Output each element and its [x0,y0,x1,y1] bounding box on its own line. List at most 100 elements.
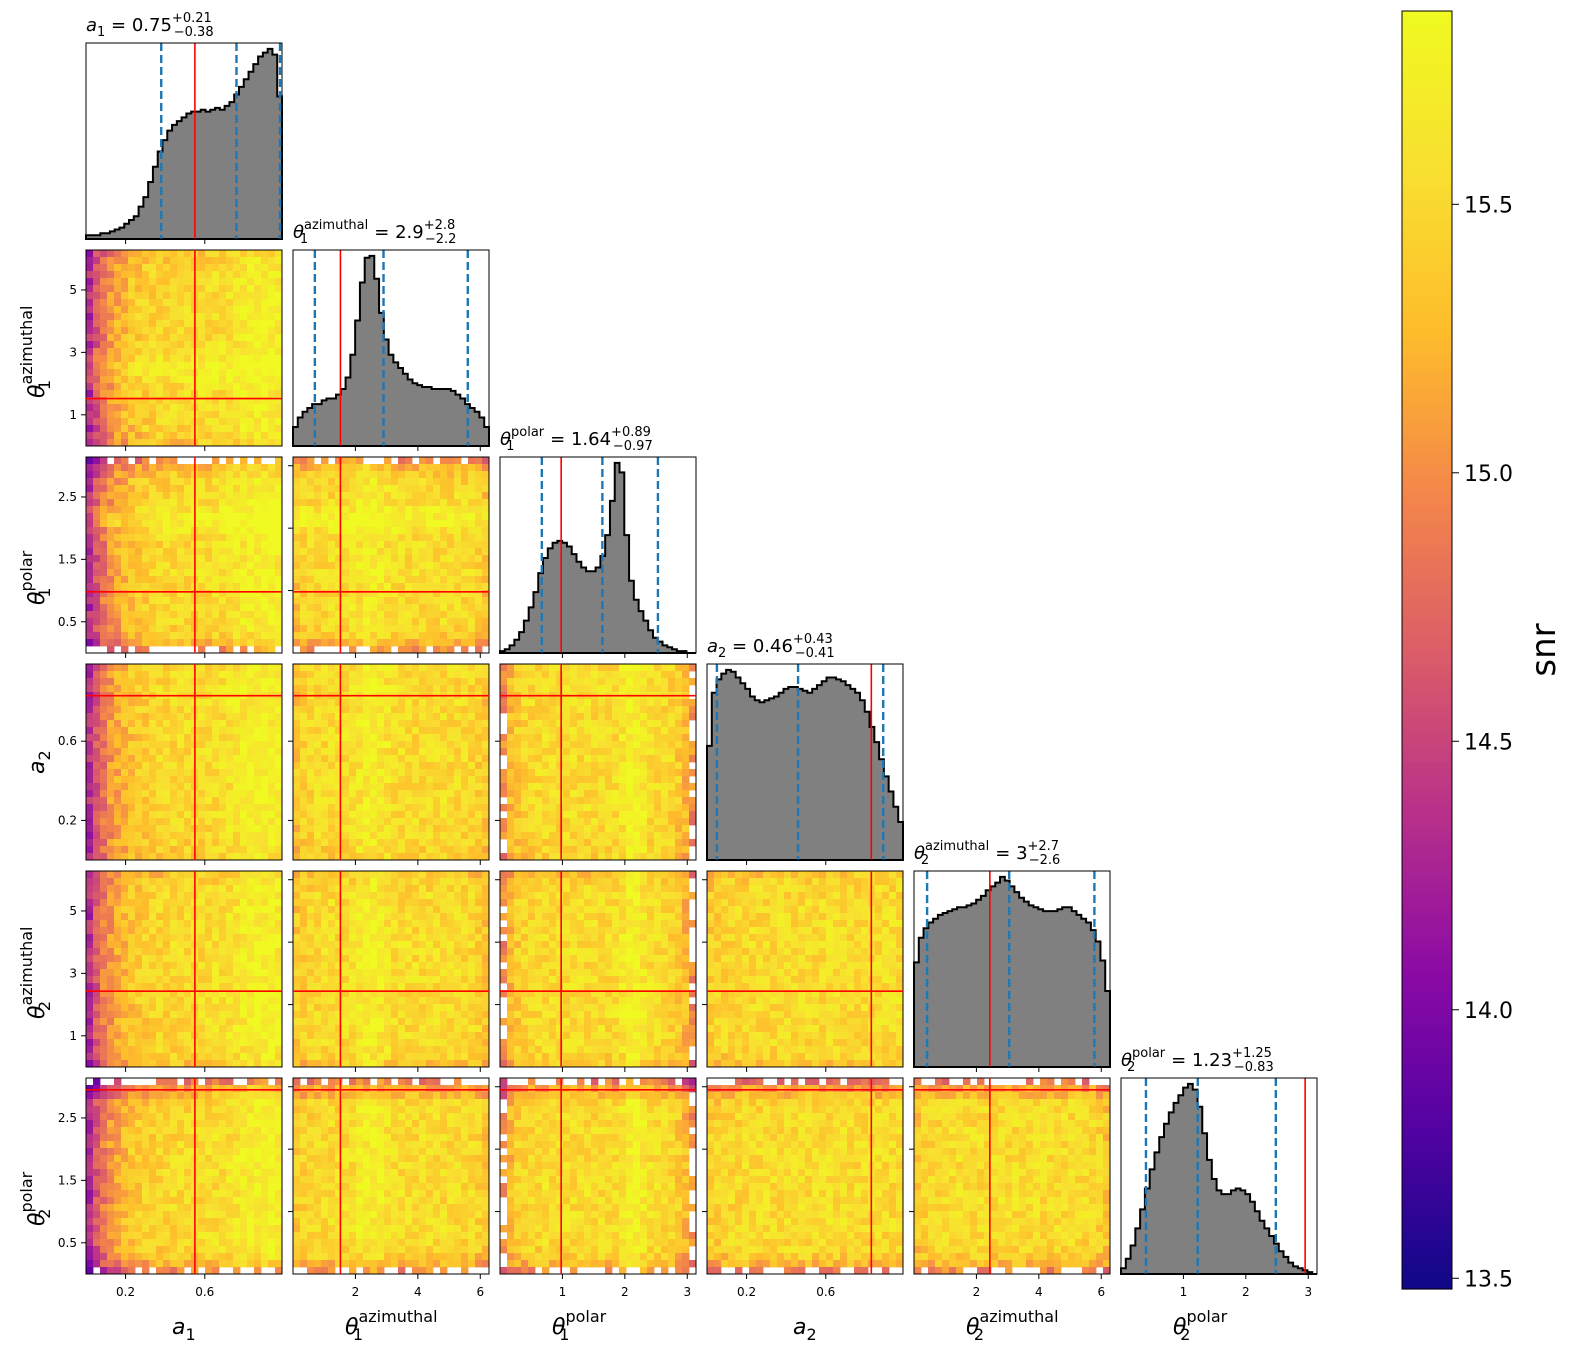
snr-cell [419,825,427,833]
snr-cell [107,285,115,293]
snr-cell [661,825,669,833]
snr-cell [570,825,578,833]
snr-cell [121,306,129,314]
snr-cell [86,432,94,440]
snr-cell [356,534,364,542]
snr-cell [233,569,241,577]
snr-cell [377,520,385,528]
snr-cell [135,832,143,840]
panel-frame [292,456,490,654]
snr-cell [86,404,94,412]
snr-cell [321,762,329,770]
snr-cell [535,678,543,686]
snr-cell [170,762,178,770]
snr-cell [100,576,108,584]
snr-cell [377,597,385,605]
snr-cell [542,811,550,819]
snr-cell [454,776,462,784]
snr-cell [93,285,101,293]
snr-cell [605,804,613,812]
snr-cell [335,748,343,756]
snr-cell [184,313,192,321]
snr-cell [219,513,227,521]
snr-cell [219,299,227,307]
snr-cell [563,797,571,805]
snr-cell [328,499,336,507]
snr-cell [121,411,129,419]
snr-cell [219,471,227,479]
snr-cell [149,264,157,272]
snr-cell [107,832,115,840]
snr-cell [482,811,490,819]
snr-cell [507,832,515,840]
snr-cell [86,457,94,465]
snr-cell [121,369,129,377]
snr-cell [100,832,108,840]
snr-cell [86,355,94,363]
snr-cell [328,713,336,721]
snr-cell [507,713,515,721]
snr-cell [675,755,683,763]
snr-cell [447,534,455,542]
snr-cell [170,376,178,384]
snr-cell [328,471,336,479]
snr-cell [647,755,655,763]
snr-cell [482,832,490,840]
snr-cell [384,632,392,640]
snr-cell [135,664,143,672]
snr-cell [205,706,213,714]
snr-cell [100,583,108,591]
snr-cell [461,520,469,528]
snr-cell [440,748,448,756]
snr-cell [261,685,269,693]
snr-cell [300,685,308,693]
snr-cell [107,899,115,907]
snr-cell [682,664,690,672]
snr-cell [535,776,543,784]
snr-cell [689,839,697,847]
snr-cell [142,404,150,412]
snr-cell [482,846,490,854]
snr-cell [349,562,357,570]
snr-cell [268,583,276,591]
snr-cell [198,604,206,612]
snr-cell [233,397,241,405]
snr-cell [433,499,441,507]
snr-cell [370,825,378,833]
snr-cell [482,685,490,693]
snr-cell [275,576,283,584]
snr-cell [556,713,564,721]
snr-cell [328,720,336,728]
snr-cell [212,362,220,370]
snr-cell [156,264,164,272]
snr-cell [405,520,413,528]
snr-cell [293,597,301,605]
snr-cell [542,678,550,686]
snr-cell [86,520,94,528]
snr-cell [661,783,669,791]
snr-cell [114,853,122,861]
snr-cell [93,264,101,272]
snr-cell [135,271,143,279]
snr-cell [468,457,476,465]
snr-cell [128,285,136,293]
snr-cell [412,513,420,521]
snr-cell [149,790,157,798]
snr-cell [149,885,157,893]
snr-cell [307,713,315,721]
snr-cell [384,706,392,714]
snr-cell [549,685,557,693]
snr-cell [93,306,101,314]
snr-cell [205,320,213,328]
snr-cell [412,699,420,707]
snr-cell [314,748,322,756]
snr-cell [514,678,522,686]
snr-cell [300,797,308,805]
snr-cell [156,927,164,935]
snr-cell [535,720,543,728]
snr-cell [391,734,399,742]
snr-cell [268,632,276,640]
snr-cell [247,257,255,265]
snr-cell [261,292,269,300]
snr-cell [156,418,164,426]
